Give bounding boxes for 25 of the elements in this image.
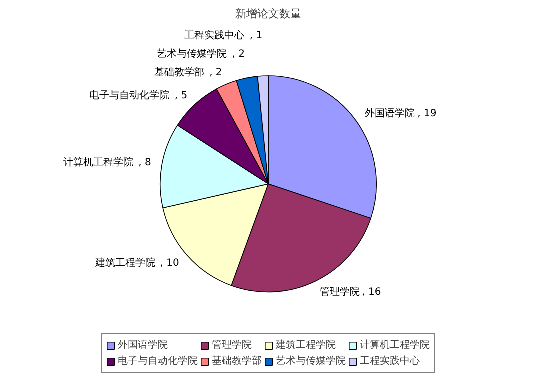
- chart-title: 新增论文数量: [236, 8, 302, 20]
- legend-label: 基础教学部: [212, 354, 262, 368]
- legend-label: 电子与自动化学院: [118, 354, 198, 368]
- slice-label: 管理学院: [320, 286, 360, 298]
- slice-label: 基础教学部: [154, 66, 204, 79]
- legend-label: 管理学院: [212, 338, 252, 352]
- data-label: , 16: [362, 286, 382, 298]
- slice-label: 建筑工程学院: [94, 257, 156, 270]
- slice-label: 计算机工程学院: [63, 156, 134, 169]
- data-label: , 19: [418, 108, 437, 120]
- data-label: , 2: [210, 68, 222, 79]
- slice-label: 艺术与传媒学院: [156, 48, 227, 60]
- data-label: , 8: [138, 158, 152, 169]
- legend-label: 外国语学院: [118, 338, 168, 352]
- legend-label: 艺术与传媒学院: [276, 354, 346, 368]
- data-label: , 1: [250, 30, 263, 42]
- legend-label: 建筑工程学院: [276, 338, 336, 352]
- legend-label: 计算机工程学院: [360, 338, 430, 352]
- data-label: , 10: [160, 258, 180, 270]
- slice-label: 外国语学院: [365, 107, 416, 120]
- data-label: , 2: [232, 49, 245, 60]
- legend-label: 工程实践中心: [360, 354, 420, 368]
- slice-label: 电子与自动化学院: [90, 89, 170, 102]
- data-label: , 5: [174, 90, 188, 102]
- slice-label: 工程实践中心: [184, 30, 245, 42]
